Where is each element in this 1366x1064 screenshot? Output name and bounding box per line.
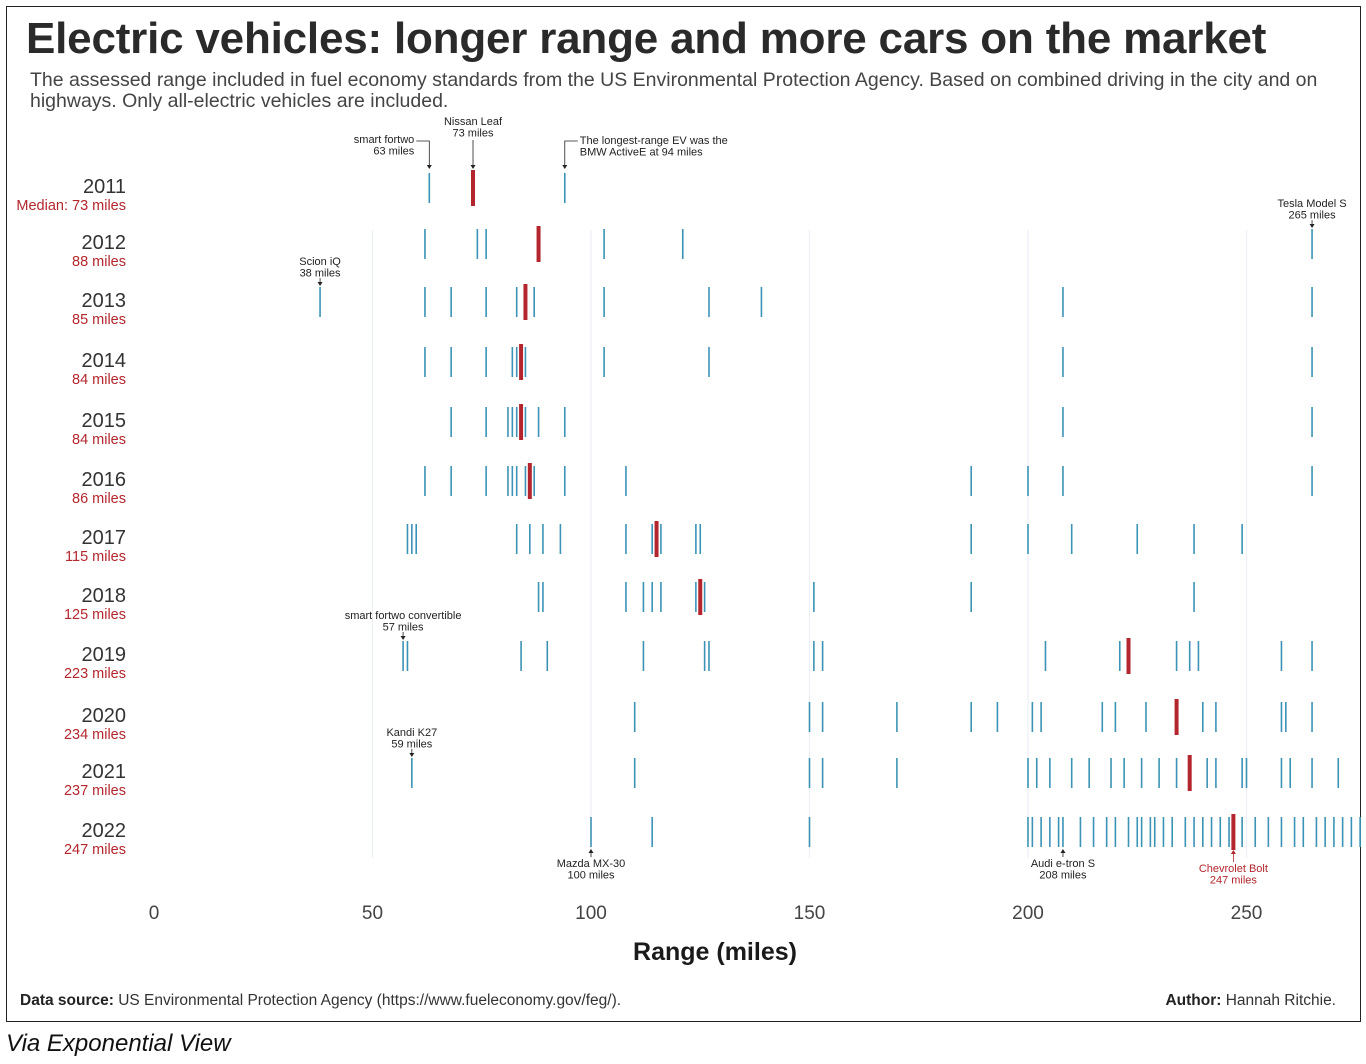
annotation-text: 63 miles bbox=[373, 146, 414, 158]
median-label: Median: 73 miles bbox=[16, 198, 126, 214]
annotation-text: Nissan Leaf bbox=[444, 116, 503, 128]
author: Author: Hannah Ritchie. bbox=[1165, 992, 1336, 1010]
x-axis-title: Range (miles) bbox=[633, 938, 797, 966]
gridlines bbox=[371, 230, 1248, 858]
median-label: 125 miles bbox=[64, 607, 126, 623]
year-label: 2014 bbox=[82, 350, 127, 372]
annotation-arrow bbox=[562, 165, 568, 169]
annotation-text: 265 miles bbox=[1289, 210, 1337, 222]
x-tick-label: 100 bbox=[575, 903, 607, 924]
annotation-text: Tesla Model S bbox=[1278, 198, 1347, 210]
median-label: 223 miles bbox=[64, 666, 126, 682]
chart-title: Electric vehicles: longer range and more… bbox=[26, 14, 1267, 63]
vehicle-ticks bbox=[319, 173, 1361, 847]
annotation-text: Mazda MX-30 bbox=[557, 858, 625, 870]
median-ticks bbox=[471, 170, 1236, 850]
median-label: 86 miles bbox=[72, 491, 126, 507]
year-label: 2015 bbox=[82, 410, 127, 432]
year-label: 2022 bbox=[82, 820, 127, 842]
annotation-arrow bbox=[1060, 849, 1066, 853]
annotation-text: Scion iQ bbox=[299, 256, 341, 268]
median-label: 84 miles bbox=[72, 432, 126, 448]
annotation-text: 247 miles bbox=[1210, 875, 1258, 887]
annotation-arrow bbox=[426, 165, 432, 169]
x-tick-label: 250 bbox=[1231, 903, 1263, 924]
annotation-arrow bbox=[1230, 850, 1236, 854]
year-label: 2019 bbox=[82, 644, 127, 666]
annotation-arrow bbox=[470, 165, 476, 169]
annotation-leader bbox=[416, 140, 430, 166]
x-tick-label: 0 bbox=[149, 903, 160, 924]
annotation-text: Chevrolet Bolt bbox=[1199, 863, 1268, 875]
year-label: 2018 bbox=[82, 585, 127, 607]
annotation-text: Kandi K27 bbox=[386, 727, 437, 739]
annotation-text: 73 miles bbox=[453, 128, 494, 140]
annotation-text: 208 miles bbox=[1039, 870, 1087, 882]
annotation-arrow bbox=[317, 282, 323, 286]
data-source: Data source: US Environmental Protection… bbox=[20, 992, 621, 1010]
annotation-text: 59 miles bbox=[391, 739, 432, 751]
median-label: 84 miles bbox=[72, 372, 126, 388]
annotation-arrow bbox=[409, 753, 415, 757]
x-tick-label: 150 bbox=[794, 903, 826, 924]
year-label: 2016 bbox=[82, 469, 127, 491]
annotation-arrow bbox=[588, 849, 594, 853]
annotation-text: The longest-range EV was the bbox=[580, 135, 728, 147]
annotation-text: 57 miles bbox=[383, 622, 424, 634]
author-label: Author: bbox=[1165, 992, 1222, 1009]
year-label: 2013 bbox=[82, 290, 127, 312]
median-label: 247 miles bbox=[64, 842, 126, 858]
annotation-text: smart fortwo convertible bbox=[345, 610, 462, 622]
median-label: 237 miles bbox=[64, 783, 126, 799]
median-label: 115 miles bbox=[65, 549, 126, 565]
data-source-label: Data source: bbox=[20, 992, 114, 1009]
annotation-text: smart fortwo bbox=[354, 134, 415, 146]
median-label: 88 miles bbox=[72, 254, 126, 270]
x-tick-label: 50 bbox=[362, 903, 383, 924]
median-label: 85 miles bbox=[72, 312, 126, 328]
annotation-text: 100 miles bbox=[567, 870, 615, 882]
chart-subtitle: The assessed range included in fuel econ… bbox=[30, 69, 1318, 112]
annotation-text: BMW ActiveE at 94 miles bbox=[580, 147, 703, 159]
data-source-text: US Environmental Protection Agency (http… bbox=[118, 992, 622, 1009]
via-credit: Via Exponential View bbox=[6, 1030, 231, 1057]
year-label: 2017 bbox=[82, 527, 127, 549]
annotation-arrow bbox=[1309, 224, 1315, 228]
annotation-text: 38 miles bbox=[300, 268, 341, 280]
annotation-text: Audi e-tron S bbox=[1031, 858, 1095, 870]
x-axis: Range (miles) 05010015020025030035040045… bbox=[149, 903, 1263, 966]
year-label: 2011 bbox=[83, 176, 126, 198]
year-label: 2012 bbox=[82, 232, 127, 254]
year-label: 2021 bbox=[82, 761, 127, 783]
median-label: 234 miles bbox=[64, 727, 126, 743]
author-name: Hannah Ritchie. bbox=[1225, 992, 1336, 1009]
figure-frame bbox=[6, 6, 1361, 1022]
year-label: 2020 bbox=[82, 705, 127, 727]
x-tick-label: 200 bbox=[1012, 903, 1044, 924]
annotation-arrow bbox=[400, 636, 406, 640]
annotation-leader bbox=[564, 140, 578, 166]
